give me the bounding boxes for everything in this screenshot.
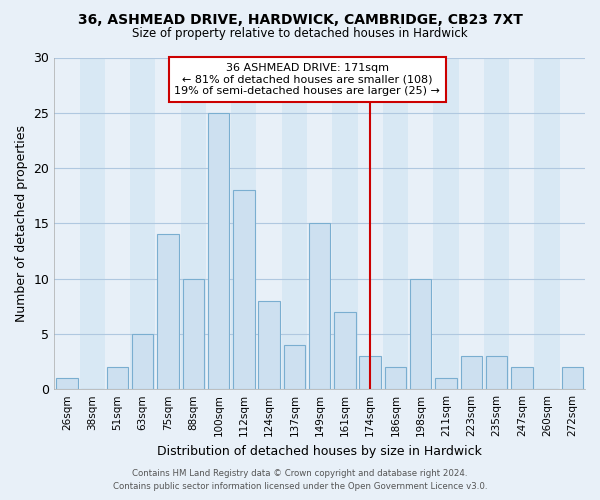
Bar xyxy=(284,345,305,389)
X-axis label: Distribution of detached houses by size in Hardwick: Distribution of detached houses by size … xyxy=(157,444,482,458)
Bar xyxy=(509,58,535,389)
Bar xyxy=(458,58,484,389)
Bar xyxy=(560,58,585,389)
Bar xyxy=(54,58,80,389)
Text: Size of property relative to detached houses in Hardwick: Size of property relative to detached ho… xyxy=(132,28,468,40)
Bar xyxy=(562,367,583,389)
Bar xyxy=(435,378,457,389)
Bar xyxy=(309,224,331,389)
Bar xyxy=(181,58,206,389)
Bar xyxy=(107,367,128,389)
Bar xyxy=(56,378,77,389)
Bar xyxy=(535,58,560,389)
Bar xyxy=(358,58,383,389)
Bar xyxy=(259,300,280,389)
Bar xyxy=(511,367,533,389)
Bar xyxy=(484,58,509,389)
Text: 36 ASHMEAD DRIVE: 171sqm
← 81% of detached houses are smaller (108)
19% of semi-: 36 ASHMEAD DRIVE: 171sqm ← 81% of detach… xyxy=(174,63,440,96)
Bar xyxy=(233,190,254,389)
Bar xyxy=(132,334,154,389)
Y-axis label: Number of detached properties: Number of detached properties xyxy=(15,125,28,322)
Bar xyxy=(208,113,229,389)
Bar xyxy=(385,367,406,389)
Bar xyxy=(130,58,155,389)
Bar xyxy=(182,278,204,389)
Bar xyxy=(155,58,181,389)
Bar xyxy=(157,234,179,389)
Bar xyxy=(231,58,256,389)
Bar xyxy=(206,58,231,389)
Bar xyxy=(334,312,356,389)
Bar xyxy=(307,58,332,389)
Bar xyxy=(256,58,282,389)
Bar xyxy=(408,58,433,389)
Bar xyxy=(433,58,458,389)
Bar xyxy=(332,58,358,389)
Text: 36, ASHMEAD DRIVE, HARDWICK, CAMBRIDGE, CB23 7XT: 36, ASHMEAD DRIVE, HARDWICK, CAMBRIDGE, … xyxy=(77,12,523,26)
Text: Contains HM Land Registry data © Crown copyright and database right 2024.
Contai: Contains HM Land Registry data © Crown c… xyxy=(113,470,487,491)
Bar xyxy=(359,356,381,389)
Bar xyxy=(282,58,307,389)
Bar xyxy=(105,58,130,389)
Bar xyxy=(383,58,408,389)
Bar xyxy=(461,356,482,389)
Bar xyxy=(80,58,105,389)
Bar xyxy=(486,356,507,389)
Bar xyxy=(410,278,431,389)
